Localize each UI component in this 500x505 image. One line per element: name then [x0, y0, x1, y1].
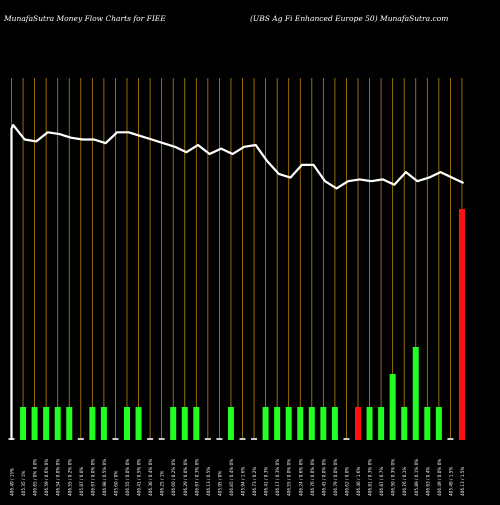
- x-tick-label: 406.29 / 0.0% 0%: [183, 459, 188, 496]
- bar: [297, 407, 304, 440]
- x-tick-label: 406.25 / 1%: [160, 471, 165, 496]
- x-tick-label: 405.87 / 0.0%: [79, 467, 84, 496]
- x-tick-label: 406.41 / 0.5% 0%: [137, 459, 142, 496]
- x-tick-label: 406.76 / 0.1%: [402, 467, 407, 496]
- bar: [147, 438, 154, 440]
- x-tick-label: 406.34 / 0.0% 0%: [56, 459, 61, 496]
- chart-title-right: (UBS Ag Fi Enhanced Europe 50) MunafaSut…: [250, 14, 449, 23]
- x-tick-label: 406.60 / 0.2% 0%: [171, 459, 176, 496]
- x-tick-label: 406.87 / 0.7%: [379, 467, 384, 496]
- bar: [204, 438, 211, 440]
- x-tick-label: 405.89 / 0.1% 0%: [414, 459, 419, 496]
- x-tick-label: 406.76 / 0.0% 0%: [310, 459, 315, 496]
- bar: [285, 407, 292, 440]
- bar: [89, 407, 96, 440]
- x-tick-label: 406.73 / 0.2%: [252, 467, 257, 496]
- x-tick-label: 406.45 / 0.0% 0%: [321, 459, 326, 496]
- x-tick-label: 405.49 / 1.5%: [448, 467, 453, 496]
- bar: [435, 407, 442, 440]
- bar: [170, 407, 177, 440]
- bar: [424, 407, 431, 440]
- x-tick-label: 406.81 / 0.3% 0%: [368, 459, 373, 496]
- bar: [227, 407, 234, 440]
- x-tick-label: 406.85 / 0.4% 0%: [229, 459, 234, 496]
- x-tick-label: 406.98 / 0.5% 0%: [102, 459, 107, 496]
- x-tick-label: 406.62 / 0.0%: [344, 467, 349, 496]
- x-tick-label: 406.59 / 0.6% 0%: [44, 459, 49, 496]
- bar: [366, 407, 373, 440]
- x-tick-label: 406.55 / 0.2% 0%: [67, 459, 72, 496]
- bar: [66, 407, 73, 440]
- x-tick-label: 406.55 / 0.0% 0%: [287, 459, 292, 496]
- x-tick-label: 405.95 / 0%: [217, 471, 222, 496]
- bar: [401, 407, 408, 440]
- x-tick-label: 406.49 / 15%: [10, 468, 15, 496]
- x-tick-label: 406.49 / 0.0% 0%: [437, 459, 442, 496]
- bar: [31, 407, 38, 440]
- bar: [158, 438, 165, 440]
- bar: [43, 407, 50, 440]
- x-tick-label: 406.65 / 0% 0.0%: [33, 459, 38, 496]
- bar: [458, 209, 465, 440]
- x-tick-label: 406.46 / 1.6%: [356, 467, 361, 496]
- bar: [216, 438, 223, 440]
- bar: [412, 347, 419, 440]
- x-tick-label: 406.24 / 0.6% 0%: [298, 459, 303, 496]
- x-tick-label: 405.60 / 0%: [113, 471, 118, 496]
- bar: [112, 438, 119, 440]
- bar: [389, 374, 396, 440]
- bar: [331, 407, 338, 440]
- x-tick-label: 406.63 / 0.4%: [425, 467, 430, 496]
- x-tick-label: 406.67 / 0.3% 0%: [194, 459, 199, 496]
- bar: [135, 407, 142, 440]
- bar: [54, 407, 61, 440]
- x-tick-label: 405.94 / 1.6%: [241, 467, 246, 496]
- bar: [77, 438, 84, 440]
- x-tick-label: 406.13 / 0.5%: [206, 467, 211, 496]
- x-tick-label: 406.67 / 0.0% 0%: [90, 459, 95, 496]
- bar: [320, 407, 327, 440]
- bar: [124, 407, 130, 440]
- x-tick-label: 406.50 / 0.3% 0%: [391, 459, 396, 496]
- bar: [308, 407, 315, 440]
- x-tick-label: 406.41 / 0.3%: [264, 467, 269, 496]
- x-tick-label: 406.17 / 0.3% 0%: [275, 459, 280, 496]
- bar: [447, 438, 454, 440]
- bar: [239, 438, 246, 440]
- bar: [193, 407, 200, 440]
- bar: [262, 407, 269, 440]
- bar: [343, 438, 350, 440]
- bar: [274, 407, 281, 440]
- bar: [20, 407, 27, 440]
- bar: [378, 407, 385, 440]
- bar: [355, 407, 361, 440]
- bar: [251, 438, 258, 440]
- x-tick-label: 405.35 / 1%: [21, 471, 26, 496]
- bar: [181, 407, 188, 440]
- bar: [100, 407, 107, 440]
- money-flow-line: [10, 124, 465, 440]
- x-tick-label: 406.13 / 1.5%: [460, 467, 465, 496]
- x-tick-label: 406.55 / 0.0% 0%: [125, 459, 130, 496]
- chart-title-left: MunafaSutra Money Flow Charts for FIEE: [4, 14, 166, 23]
- x-tick-label: 406.30 / 0.4% 0%: [148, 459, 153, 496]
- x-tick-label: 406.79 / 0.0% 0%: [333, 459, 338, 496]
